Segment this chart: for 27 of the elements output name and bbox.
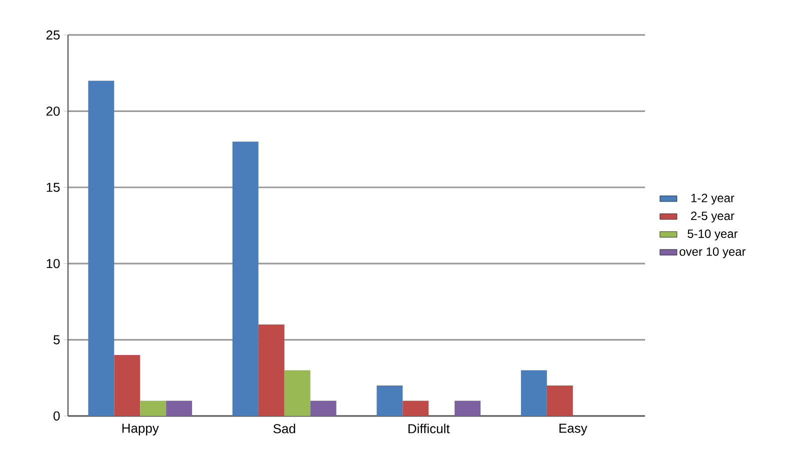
y-tick-label: 15 [46,182,60,192]
legend-label: 1-2 year [691,194,734,205]
bar [546,386,573,416]
bar [114,355,140,416]
x-tick-label: Easy [559,424,588,436]
legend-label: 2-5 year [691,212,734,222]
bar [402,400,429,416]
bar [454,400,481,416]
x-tick-label: Happy [122,424,159,436]
bar [232,142,258,416]
legend-label: over 10 year [680,247,746,258]
y-tick-label: 10 [46,258,60,268]
bar [310,400,336,416]
bar [140,400,166,416]
bar [520,370,547,416]
bar [284,370,310,416]
bar [88,80,114,416]
y-tick-label: 5 [54,335,60,344]
bar [258,324,284,416]
legend-label: 5-10 year [688,229,738,240]
x-tick-label: Sad [273,424,296,434]
y-tick-label: 20 [46,106,60,116]
y-tick-label: 0 [54,411,60,421]
bar [376,386,403,416]
bar [166,400,192,416]
x-tick-label: Difficult [408,424,450,434]
y-tick-label: 25 [46,30,60,40]
